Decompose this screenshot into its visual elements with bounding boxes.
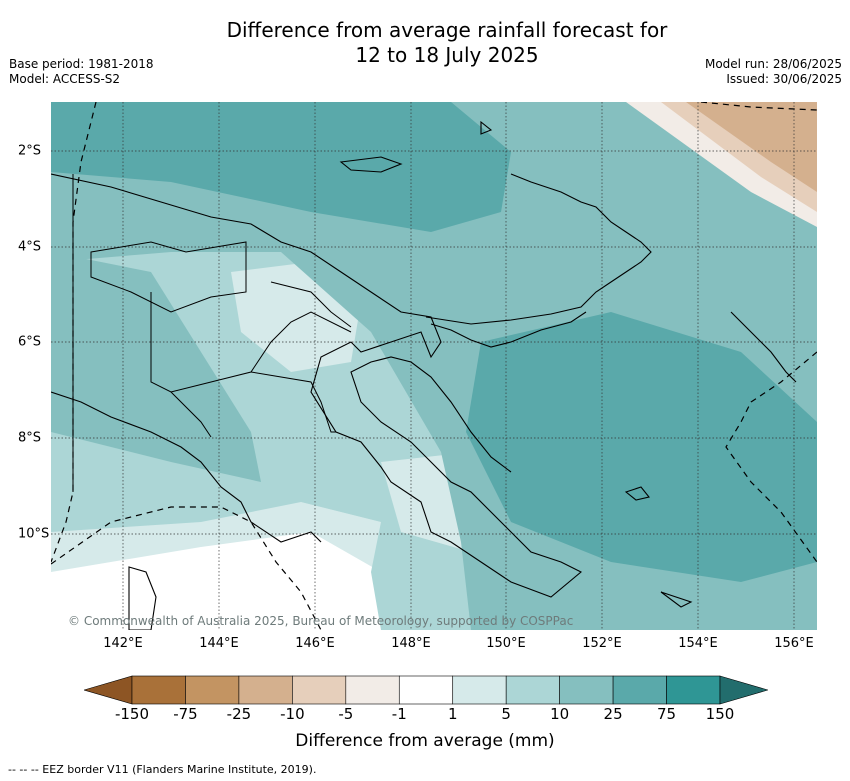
x-tick-154: 154°E <box>678 636 718 651</box>
colorbar <box>82 674 770 710</box>
y-tick-10s: 10°S <box>18 526 50 542</box>
region-neutral-south <box>51 532 431 630</box>
colorbar-tick-label: -1 <box>391 705 407 723</box>
x-tick-150: 150°E <box>486 636 526 651</box>
region-25-75mm-east <box>466 312 817 582</box>
colorbar-tick-label: 10 <box>550 705 570 723</box>
colorbar-graphic <box>82 675 770 705</box>
y-tick-8s: 8°S <box>18 430 42 446</box>
meta-left: Base period: 1981-2018 Model: ACCESS-S2 <box>9 57 154 87</box>
model-name: Model: ACCESS-S2 <box>9 72 121 86</box>
eez-border <box>51 102 817 630</box>
colorbar-tick-label: -75 <box>173 705 198 723</box>
colorbar-title: Difference from average (mm) <box>295 731 555 751</box>
copyright-notice: © Commonwealth of Australia 2025, Bureau… <box>68 614 574 628</box>
x-tick-142: 142°E <box>103 636 143 651</box>
rainfall-map <box>51 102 817 630</box>
x-tick-146: 146°E <box>295 636 335 651</box>
colorbar-swatch <box>185 675 240 705</box>
colorbar-swatch <box>452 675 507 705</box>
colorbar-tick-label: 25 <box>603 705 623 723</box>
colorbar-swatch <box>505 675 560 705</box>
map-panel <box>51 102 817 630</box>
colorbar-swatch <box>398 675 454 705</box>
y-tick-2s: 2°S <box>18 143 42 159</box>
colorbar-tick-label: -25 <box>226 705 252 723</box>
model-run: Model run: 28/06/2025 <box>704 57 842 71</box>
x-tick-148: 148°E <box>391 636 431 651</box>
colorbar-swatch <box>559 675 614 705</box>
title-line-2: 12 to 18 July 2025 <box>355 43 539 67</box>
region-neg-10-25 <box>686 102 817 192</box>
colorbar-tick-label: -5 <box>338 705 354 723</box>
title-line-1: Difference from average rainfall forecas… <box>226 18 668 42</box>
y-tick-6s: 6°S <box>18 334 42 350</box>
colorbar-tick-label: 150 <box>705 705 735 723</box>
region-10-25mm-west <box>51 252 261 482</box>
meta-right: Model run: 28/06/2025 Issued: 30/06/2025 <box>705 57 842 87</box>
map-title: Difference from average rainfall forecas… <box>0 18 850 68</box>
eez-footnote: -- -- -- EEZ border V11 (Flanders Marine… <box>8 763 317 776</box>
colorbar-extend-high <box>719 675 770 705</box>
colorbar-extend-low <box>82 675 133 705</box>
colorbar-tick-label: 75 <box>656 705 677 723</box>
x-tick-156: 156°E <box>774 636 814 651</box>
colorbar-tick-label: -10 <box>280 705 305 723</box>
x-tick-144: 144°E <box>199 636 239 651</box>
y-tick-4s: 4°S <box>18 239 42 255</box>
x-tick-152: 152°E <box>582 636 622 651</box>
colorbar-tick-label: -150 <box>114 705 150 723</box>
issued-date: Issued: 30/06/2025 <box>726 72 842 86</box>
colorbar-swatch <box>666 675 721 705</box>
colorbar-tick-label: 5 <box>501 705 511 723</box>
colorbar-swatch <box>238 675 293 705</box>
base-period: Base period: 1981-2018 <box>9 57 154 71</box>
colorbar-tick-label: 1 <box>447 705 458 723</box>
colorbar-swatch <box>131 675 186 705</box>
colorbar-swatch <box>345 675 400 705</box>
colorbar-swatch <box>292 675 347 705</box>
region-25-75mm-north <box>51 102 511 232</box>
colorbar-swatch <box>612 675 667 705</box>
